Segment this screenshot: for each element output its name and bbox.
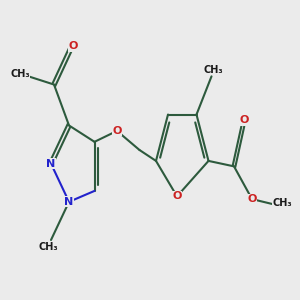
Text: N: N xyxy=(46,159,56,169)
Text: O: O xyxy=(112,126,122,136)
Text: O: O xyxy=(247,194,257,204)
Text: CH₃: CH₃ xyxy=(10,69,30,79)
Text: CH₃: CH₃ xyxy=(203,65,223,75)
Text: O: O xyxy=(69,41,78,51)
Text: N: N xyxy=(64,197,74,207)
Text: O: O xyxy=(172,191,182,201)
Text: CH₃: CH₃ xyxy=(39,242,58,251)
Text: CH₃: CH₃ xyxy=(272,199,292,208)
Text: O: O xyxy=(240,115,249,125)
